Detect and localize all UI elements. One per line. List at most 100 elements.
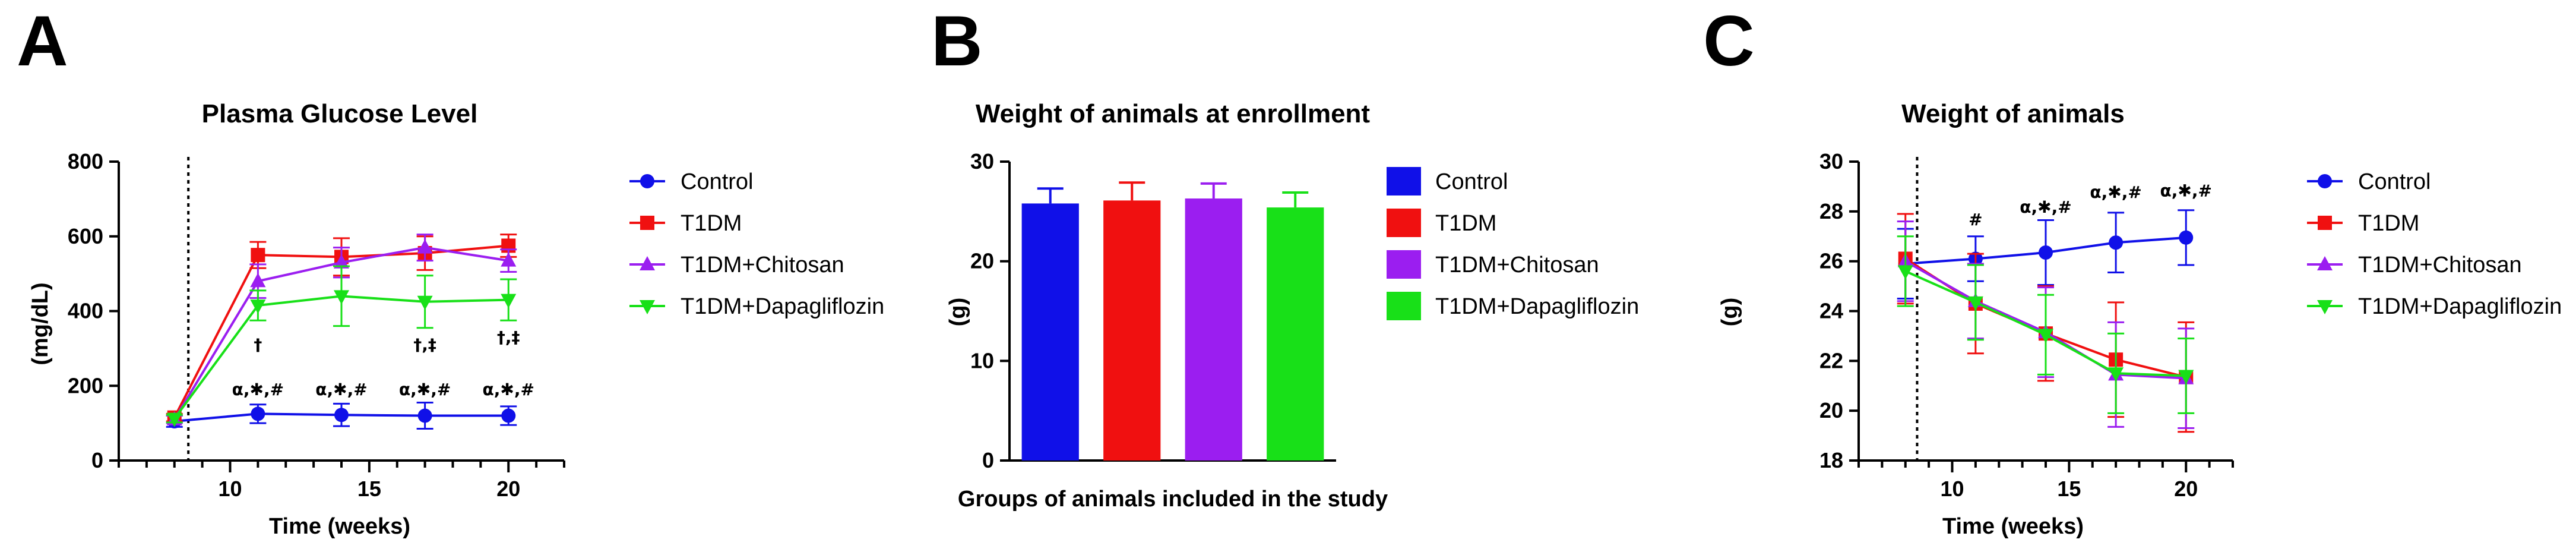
panel-c-annotation: # [1969,210,1982,229]
panel-c-plot-area: 18 20 22 24 26 28 30 10 15 20 # α,✱,# α,✱,# α,✱,# [1819,149,2234,501]
panel-a-y-tick-label: 0 [91,448,103,472]
panel-b-bar [1185,198,1242,461]
panel-a-legend-item-t1dm-dapagliflozin: T1DM+Dapagliflozin [629,294,884,319]
panel-a-data-point [250,299,266,314]
panel-a-annotation: †,‡ [497,327,520,347]
panel-c-legend: Control T1DM T1DM+Chitosan T1DM+Dapaglifloz… [2307,169,2562,319]
panel-b-legend: Control T1DM T1DM+Chitosan T1DM+Dapaglifloz… [1387,167,1639,320]
panel-a-data-point [417,295,433,310]
panel-c-data-point [2039,245,2053,260]
panel-c-x-axis-label: Time (weeks) [1942,514,2084,539]
panel-c-data-point [2038,329,2053,343]
panel-a-data-point [501,294,517,308]
panel-c-y-axis-label: (g) [1717,298,1742,327]
panel-c-y-tick-label: 18 [1819,448,1843,472]
panel-c-data-point [1897,265,1913,280]
panel-a-annotation: α,✱,# [232,380,284,399]
panel-a-legend-item-control: Control [629,169,754,194]
panel-a-legend: Control T1DM T1DM+Chitosan T1DM+Dapaglifloz… [629,169,884,319]
panel-b-y-tick-label: 10 [970,348,994,373]
panel-c-data-point [1967,296,1983,311]
panel-b-y-tick-label: 30 [970,149,994,174]
panel-b-title: Weight of animals at enrollment [976,99,1371,128]
panel-a-legend-label: T1DM+Dapagliflozin [681,294,884,319]
panel-c-y-tick-label: 28 [1819,199,1843,223]
panel-c-title: Weight of animals [1901,99,2125,128]
panel-b-bar-t1dm-dapagliflozin [1267,191,1324,461]
panel-a-data-point [334,290,349,305]
panel-c-legend-marker [2317,300,2333,314]
panel-b-legend-item-t1dm-dapagliflozin: T1DM+Dapagliflozin [1387,292,1639,320]
panel-a-annotation: †,‡ [413,335,436,355]
panel-a-plot-area: 0 200 400 600 800 10 15 20 α,✱,# α,✱,# α,✱,# α,✱,# †… [68,149,565,501]
panel-b: B Weight of animals at enrollment Groups… [931,1,1639,512]
panel-a-legend-label: T1DM+Chitosan [681,253,844,278]
panel-b-bar-t1dm-chitosan [1185,182,1242,461]
panel-c-legend-marker [2318,216,2332,230]
panel-b-bar [1021,203,1079,461]
panel-c-legend-label: T1DM+Chitosan [2358,253,2522,278]
panel-b-plot-area: 0 10 20 30 [970,149,1336,472]
panel-a-x-tick-label: 15 [357,477,381,501]
panel-c-series-t1dm-dapagliflozin [1897,235,2195,414]
panel-c-legend-label: T1DM [2358,211,2419,236]
panel-b-bar-control [1021,187,1079,461]
panel-a-data-point [417,408,432,423]
panel-c-y-tick-label: 24 [1819,299,1843,323]
panel-a-legend-marker [640,256,655,270]
panel-a-x-tick-label: 10 [218,477,242,501]
panel-c-y-tick-label: 22 [1819,348,1843,373]
panel-b-legend-swatch [1387,167,1421,195]
panel-a-y-axis-label: (mg/dL) [28,282,53,365]
panel-a-title: Plasma Glucose Level [202,99,478,128]
panel-a-annotation: † [254,335,262,355]
panel-b-bar-t1dm [1103,181,1161,461]
panel-b-legend-label: Control [1435,169,1508,194]
panel-b-y-tick-label: 20 [970,249,994,273]
panel-c-data-point [2108,367,2124,382]
panel-a: A Plasma Glucose Level Time (weeks) (mg/… [17,1,884,539]
panel-c-x-tick-label: 15 [2057,477,2081,501]
panel-b-legend-item-control: Control [1387,167,1508,195]
panel-c-legend-marker [2317,256,2333,270]
panel-b-x-axis-label: Groups of animals included in the study [958,487,1388,512]
panel-c-y-tick-label: 26 [1819,249,1843,273]
panel-c-legend-label: T1DM+Dapagliflozin [2358,294,2562,319]
panel-b-legend-swatch [1387,209,1421,237]
panel-c-x-tick-label: 20 [2174,477,2198,501]
panel-b-legend-label: T1DM+Dapagliflozin [1435,294,1639,319]
panel-a-y-tick-label: 800 [68,149,103,174]
panel-a-legend-item-t1dm: T1DM [629,211,742,236]
panel-a-series-control [166,402,517,430]
panel-a-data-point [251,248,265,263]
panel-a-annotation: α,✱,# [483,380,534,399]
panel-b-legend-item-t1dm-chitosan: T1DM+Chitosan [1387,250,1599,279]
panel-c-legend-marker [2318,174,2332,188]
panel-a-y-tick-label: 400 [68,299,103,323]
panel-a-x-axis-label: Time (weeks) [269,514,410,539]
panel-a-data-point [501,408,516,423]
panel-c-legend-item-control: Control [2307,169,2431,194]
panel-c-letter: C [1703,1,1755,81]
panel-a-letter: A [17,1,68,81]
panel-b-legend-swatch [1387,292,1421,320]
panel-b-bar [1267,207,1324,461]
panel-c-legend-item-t1dm: T1DM [2307,211,2419,236]
panel-a-legend-label: Control [681,169,754,194]
panel-a-y-tick-label: 200 [68,373,103,398]
panel-c-legend-item-t1dm-chitosan: T1DM+Chitosan [2307,253,2522,278]
panel-a-data-point [251,406,265,421]
panel-b-bar [1103,200,1161,461]
panel-a-data-point [501,252,517,267]
panel-c-legend-label: Control [2358,169,2431,194]
panel-b-legend-label: T1DM [1435,211,1496,236]
panel-a-data-point [250,273,266,288]
panel-a-y-tick-label: 600 [68,224,103,248]
panel-a-data-point [166,412,182,427]
panel-c: C Weight of animals Time (weeks) (g) 18 2… [1703,1,2562,539]
panel-a-annotation: α,✱,# [399,380,451,399]
panel-c-legend-item-t1dm-dapagliflozin: T1DM+Dapagliflozin [2307,294,2562,319]
panel-b-y-axis-label: (g) [945,298,970,327]
panel-b-legend-label: T1DM+Chitosan [1435,253,1599,278]
panel-c-annotation: α,✱,# [2020,197,2071,217]
